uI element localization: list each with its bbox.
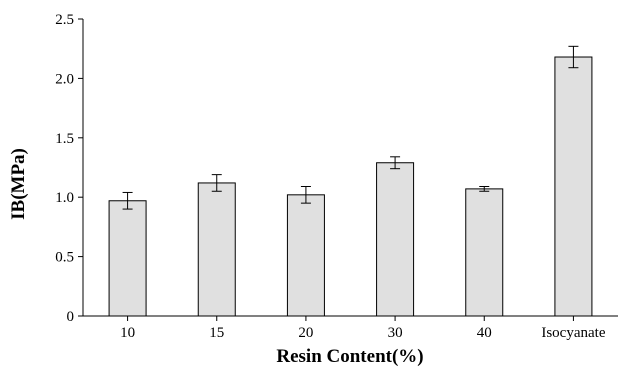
y-tick-label: 1.5	[55, 131, 74, 147]
x-tick-label: 15	[209, 325, 224, 341]
bar	[197, 182, 236, 317]
x-tick-label: Isocyanate	[541, 325, 605, 341]
bar	[286, 194, 325, 317]
y-axis-title: IB(MPa)	[8, 148, 29, 220]
y-tick-label: 2.0	[55, 71, 74, 87]
y-tick-label: 2.5	[55, 12, 74, 28]
x-axis-title: Resin Content(%)	[276, 346, 423, 367]
bar	[554, 56, 593, 317]
x-tick-label: 20	[298, 325, 313, 341]
bar	[376, 162, 415, 317]
bar	[108, 200, 147, 317]
x-tick-label: 30	[388, 325, 403, 341]
x-tick-label: 40	[477, 325, 492, 341]
bar	[465, 188, 504, 317]
x-tick-label: 10	[120, 325, 135, 341]
y-tick-label: 1.0	[55, 190, 74, 206]
y-tick-label: 0.5	[55, 250, 74, 266]
plot-area: 0 0.5 1.0 1.5 2.0 2.5 10 15 20 30 40 Isocyanate	[55, 12, 618, 341]
y-tick-label: 0	[67, 309, 75, 325]
